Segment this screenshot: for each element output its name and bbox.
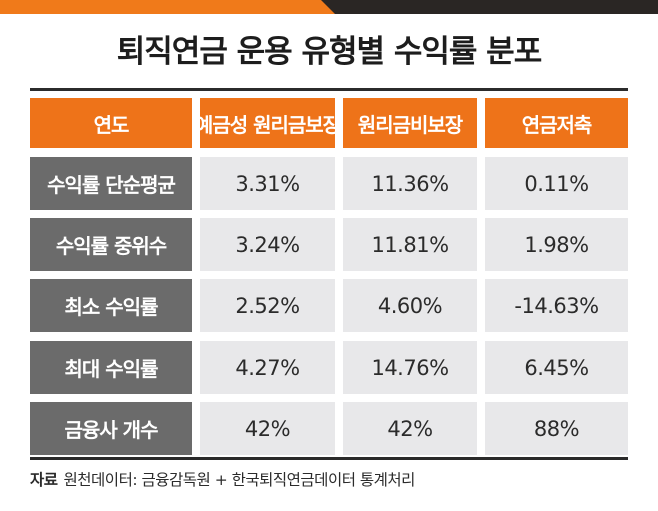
- value-cell: 42%: [200, 402, 335, 455]
- header-col-2: 원리금비보장: [343, 98, 477, 148]
- value-cell: 88%: [485, 402, 628, 455]
- row-label: 수익률 단순평균: [30, 157, 192, 210]
- value-cell: 11.36%: [343, 157, 477, 210]
- row-label: 최대 수익률: [30, 341, 192, 394]
- header-year: 연도: [30, 98, 192, 148]
- source-label: 자료: [30, 471, 58, 489]
- bottom-rule: [30, 457, 628, 460]
- chart-title: 퇴직연금 운용 유형별 수익률 분포: [116, 34, 542, 70]
- value-cell: 6.45%: [485, 341, 628, 394]
- table-row: 금융사 개수 42% 42% 88%: [30, 402, 628, 455]
- table-row: 수익률 중위수 3.24% 11.81% 1.98%: [30, 218, 628, 271]
- top-accent-bar: [0, 0, 658, 14]
- value-cell: 42%: [343, 402, 477, 455]
- value-cell: 1.98%: [485, 218, 628, 271]
- top-bar-orange: [0, 0, 335, 14]
- value-cell: 11.81%: [343, 218, 477, 271]
- top-rule: [30, 88, 628, 91]
- row-label: 최소 수익률: [30, 279, 192, 332]
- value-cell: 4.60%: [343, 279, 477, 332]
- table-row: 수익률 단순평균 3.31% 11.36% 0.11%: [30, 157, 628, 210]
- header-col-3: 연금저축: [485, 98, 628, 148]
- value-cell: -14.63%: [485, 279, 628, 332]
- source-note: 자료 원천데이터: 금융감독원 + 한국퇴직연금데이터 통계처리: [30, 468, 415, 490]
- value-cell: 3.31%: [200, 157, 335, 210]
- header-row: 연도 예금성 원리금보장 원리금비보장 연금저축: [30, 98, 628, 148]
- value-cell: 4.27%: [200, 341, 335, 394]
- table-row: 최소 수익률 2.52% 4.60% -14.63%: [30, 279, 628, 332]
- table-row: 최대 수익률 4.27% 14.76% 6.45%: [30, 341, 628, 394]
- value-cell: 2.52%: [200, 279, 335, 332]
- row-label: 금융사 개수: [30, 402, 192, 455]
- value-cell: 3.24%: [200, 218, 335, 271]
- source-text: 원천데이터: 금융감독원 + 한국퇴직연금데이터 통계처리: [63, 471, 416, 489]
- header-col-1: 예금성 원리금보장: [195, 98, 341, 148]
- value-cell: 14.76%: [343, 341, 477, 394]
- value-cell: 0.11%: [485, 157, 628, 210]
- row-label: 수익률 중위수: [30, 218, 192, 271]
- top-bar-dark: [321, 0, 658, 14]
